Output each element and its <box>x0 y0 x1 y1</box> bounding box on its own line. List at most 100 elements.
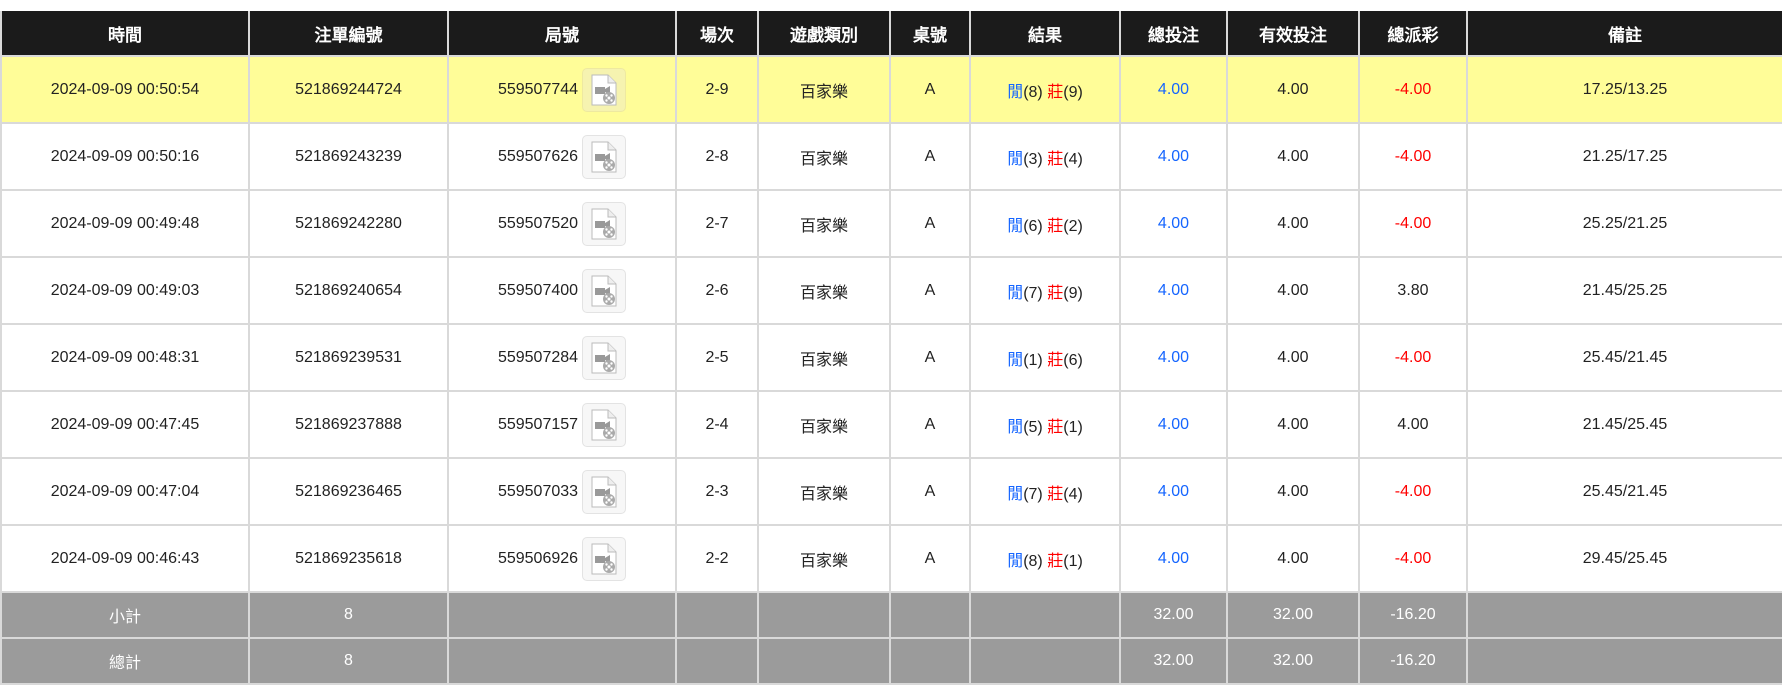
banker-score: (6) <box>1063 351 1083 369</box>
header-round: 局號 <box>447 11 677 57</box>
empty-cell <box>675 637 759 685</box>
empty-cell <box>447 591 677 639</box>
player-score: (3) <box>1023 150 1043 168</box>
video-replay-icon[interactable] <box>582 134 627 179</box>
cell-table-no: A <box>889 122 971 191</box>
cell-round: 559507626 <box>447 122 677 191</box>
player-score: (6) <box>1023 217 1043 235</box>
empty-cell <box>1466 591 1782 639</box>
banker-label: 莊 <box>1047 150 1064 168</box>
cell-note: 21.45/25.45 <box>1466 390 1782 459</box>
player-score: (1) <box>1023 351 1043 369</box>
video-replay-icon[interactable] <box>582 536 627 581</box>
cell-result: 閒(7) 莊(9) <box>969 256 1121 325</box>
round-number: 559507284 <box>497 348 579 366</box>
cell-result: 閒(7) 莊(4) <box>969 457 1121 526</box>
banker-score: (4) <box>1063 485 1083 503</box>
cell-payout: 3.80 <box>1358 256 1468 325</box>
empty-cell <box>757 637 891 685</box>
cell-bet-id: 521869243239 <box>248 122 449 191</box>
cell-bet-id: 521869236465 <box>248 457 449 526</box>
cell-valid-bet: 4.00 <box>1226 390 1360 459</box>
cell-table-no: A <box>889 390 971 459</box>
table-row: 2024-09-09 00:49:48 521869242280 559507520… <box>0 189 1782 258</box>
summary-total-bet: 32.00 <box>1119 637 1228 685</box>
cell-game-type: 百家樂 <box>757 256 891 325</box>
banker-score: (1) <box>1063 552 1083 570</box>
cell-table-no: A <box>889 457 971 526</box>
summary-label: 小計 <box>0 591 250 639</box>
header-time: 時間 <box>0 11 250 57</box>
cell-note: 25.45/21.45 <box>1466 323 1782 392</box>
round-number: 559507520 <box>497 214 579 232</box>
empty-cell <box>969 591 1121 639</box>
cell-payout: -4.00 <box>1358 457 1468 526</box>
cell-total-bet: 4.00 <box>1119 323 1228 392</box>
cell-result: 閒(8) 莊(9) <box>969 55 1121 124</box>
video-replay-icon[interactable] <box>582 402 627 447</box>
empty-cell <box>447 637 677 685</box>
cell-table-no: A <box>889 55 971 124</box>
summary-count: 8 <box>248 637 449 685</box>
header-result: 結果 <box>969 11 1121 57</box>
player-label: 閒 <box>1007 150 1024 168</box>
table-row: 2024-09-09 00:50:54 521869244724 559507744… <box>0 55 1782 124</box>
cell-bet-id: 521869242280 <box>248 189 449 258</box>
cell-shoe: 2-9 <box>675 55 759 124</box>
empty-cell <box>969 637 1121 685</box>
video-replay-icon[interactable] <box>582 268 627 313</box>
cell-valid-bet: 4.00 <box>1226 256 1360 325</box>
empty-cell <box>675 591 759 639</box>
video-replay-icon[interactable] <box>582 201 627 246</box>
cell-round: 559506926 <box>447 524 677 593</box>
round-number: 559507626 <box>497 147 579 165</box>
summary-label: 總計 <box>0 637 250 685</box>
header-payout: 總派彩 <box>1358 11 1468 57</box>
cell-valid-bet: 4.00 <box>1226 189 1360 258</box>
cell-payout: -4.00 <box>1358 524 1468 593</box>
cell-round: 559507157 <box>447 390 677 459</box>
player-label: 閒 <box>1007 217 1024 235</box>
player-label: 閒 <box>1007 351 1024 369</box>
player-label: 閒 <box>1007 284 1024 302</box>
header-shoe: 場次 <box>675 11 759 57</box>
cell-game-type: 百家樂 <box>757 122 891 191</box>
cell-round: 559507033 <box>447 457 677 526</box>
header-game-type: 遊戲類別 <box>757 11 891 57</box>
cell-note: 21.25/17.25 <box>1466 122 1782 191</box>
banker-label: 莊 <box>1047 552 1064 570</box>
cell-note: 21.45/25.25 <box>1466 256 1782 325</box>
cell-bet-id: 521869240654 <box>248 256 449 325</box>
cell-shoe: 2-3 <box>675 457 759 526</box>
banker-label: 莊 <box>1047 284 1064 302</box>
cell-payout: -4.00 <box>1358 55 1468 124</box>
cell-total-bet: 4.00 <box>1119 457 1228 526</box>
video-replay-icon[interactable] <box>582 335 627 380</box>
cell-table-no: A <box>889 524 971 593</box>
empty-cell <box>889 637 971 685</box>
cell-game-type: 百家樂 <box>757 457 891 526</box>
summary-payout: -16.20 <box>1358 637 1468 685</box>
banker-score: (9) <box>1063 284 1083 302</box>
header-note: 備註 <box>1466 11 1782 57</box>
cell-total-bet: 4.00 <box>1119 55 1228 124</box>
cell-time: 2024-09-09 00:50:16 <box>0 122 250 191</box>
cell-game-type: 百家樂 <box>757 323 891 392</box>
cell-table-no: A <box>889 323 971 392</box>
cell-shoe: 2-6 <box>675 256 759 325</box>
cell-round: 559507520 <box>447 189 677 258</box>
round-number: 559507744 <box>497 80 579 98</box>
round-number: 559506926 <box>497 549 579 567</box>
player-score: (8) <box>1023 552 1043 570</box>
cell-valid-bet: 4.00 <box>1226 55 1360 124</box>
round-number: 559507400 <box>497 281 579 299</box>
video-replay-icon[interactable] <box>582 67 627 112</box>
cell-time: 2024-09-09 00:49:03 <box>0 256 250 325</box>
cell-table-no: A <box>889 189 971 258</box>
banker-score: (1) <box>1063 418 1083 436</box>
cell-valid-bet: 4.00 <box>1226 323 1360 392</box>
video-replay-icon[interactable] <box>582 469 627 514</box>
cell-total-bet: 4.00 <box>1119 524 1228 593</box>
cell-shoe: 2-8 <box>675 122 759 191</box>
cell-time: 2024-09-09 00:46:43 <box>0 524 250 593</box>
